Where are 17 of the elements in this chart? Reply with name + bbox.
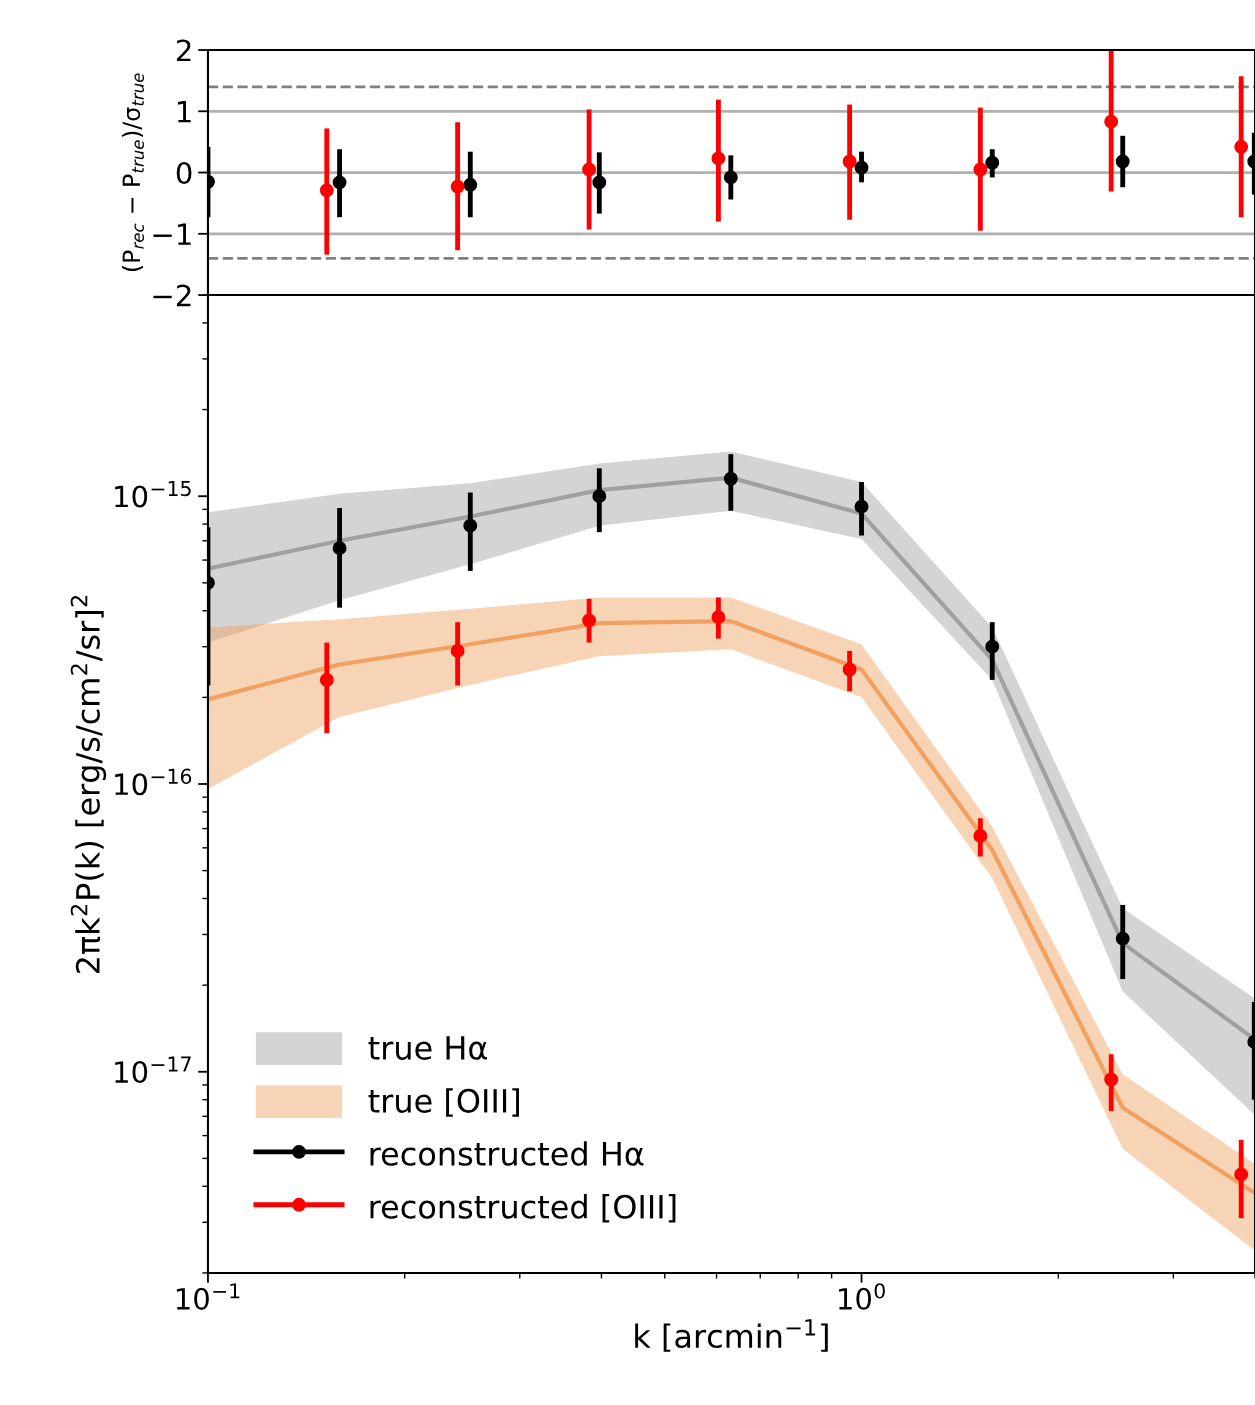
y-tick-label: 1 xyxy=(178,101,191,123)
legend-label: reconstructed [OIII] xyxy=(370,1194,676,1223)
y-tick-label: 0 xyxy=(176,161,192,185)
x-tick-label: 10$^{−1}$ xyxy=(176,1283,240,1310)
y-tick-label: −2 xyxy=(153,284,191,307)
legend-label: reconstructed Hα xyxy=(370,1141,644,1166)
y-tick-label: 10$^{−17}$ xyxy=(115,1056,191,1084)
x-axis-title: k [arcmin$^{−1}$] xyxy=(635,1319,828,1352)
legend-label: true Hα xyxy=(368,1036,487,1060)
y-axis-title: (P$_{rec}$ − P$_{true}$)/σ$_{true}$ xyxy=(121,73,144,272)
y-tick-label: 2 xyxy=(176,39,191,62)
legend-label: true [OIII] xyxy=(368,1088,519,1117)
y-tick-label: −1 xyxy=(153,223,191,245)
y-tick-label: 10$^{−16}$ xyxy=(115,768,192,796)
x-tick-label: 10$^{0}$ xyxy=(839,1283,885,1310)
y-axis-title: 2πk$^{2}$P(k) [erg/s/cm$^{2}$/sr]$^{2}$ xyxy=(70,595,107,973)
y-tick-label: 10$^{−15}$ xyxy=(115,481,191,508)
